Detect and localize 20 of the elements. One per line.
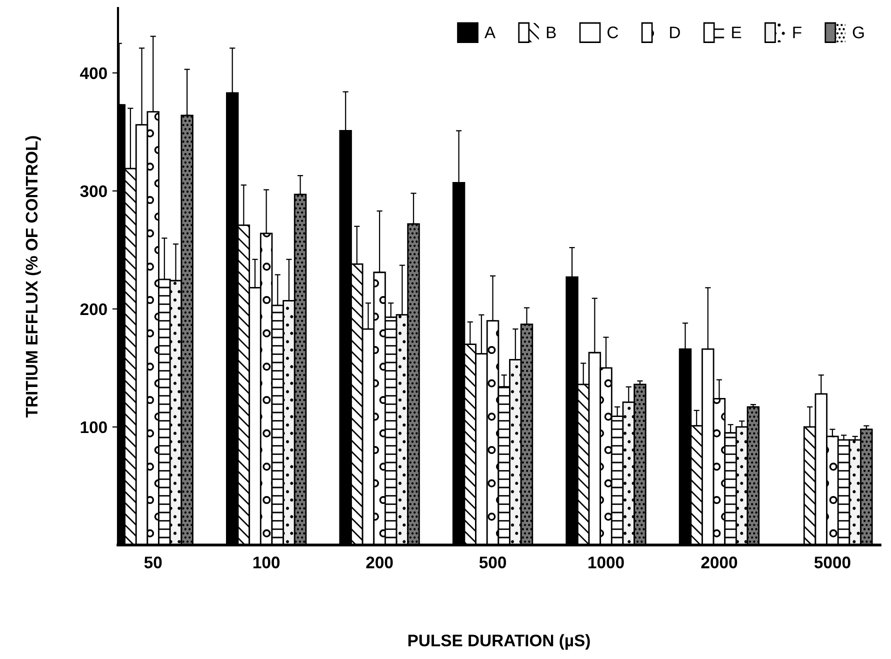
y-axis-title: TRITIUM EFFLUX (% OF CONTROL) [25, 136, 41, 418]
x-tick-label: 100 [253, 556, 280, 568]
legend-label: B [546, 26, 556, 38]
legend-label: G [852, 26, 864, 38]
x-tick-label: 50 [144, 556, 162, 568]
x-tick-label: 2000 [701, 556, 738, 568]
x-axis-title: PULSE DURATION (µS) [408, 634, 590, 650]
x-tick-label: 200 [366, 556, 393, 568]
legend-label: D [670, 26, 680, 38]
legend-label: A [484, 26, 496, 38]
y-tick-label: 200 [80, 303, 107, 316]
x-tick-label: 1000 [588, 556, 624, 568]
y-tick-label: 400 [80, 67, 107, 80]
x-tick-label: 5000 [814, 556, 850, 568]
y-tick-label: 300 [80, 185, 107, 198]
x-tick-label: 500 [479, 556, 506, 568]
legend-label: E [732, 26, 742, 38]
legend-label: F [793, 26, 802, 38]
legend-label: C [608, 26, 618, 38]
y-tick-label: 100 [80, 421, 107, 434]
